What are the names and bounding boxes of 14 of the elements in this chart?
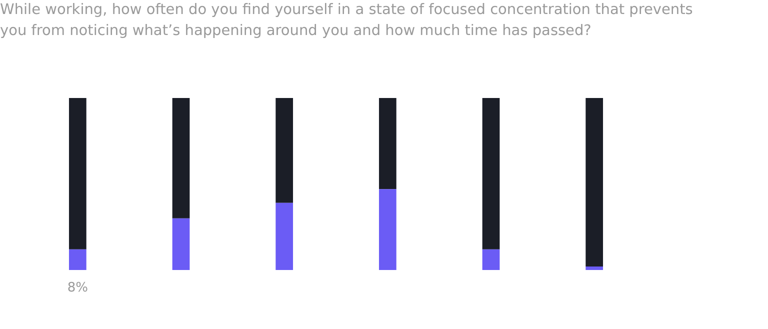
bar [172, 98, 190, 218]
bar [172, 218, 190, 270]
bar [378, 189, 396, 270]
bar [68, 98, 86, 250]
bar [482, 249, 500, 270]
bar [276, 202, 294, 270]
chart-title: While working, how often do you find yourself in a state of focused concentration that prevents you from noticing what’s happening around you and how much time has passed? [0, 1, 694, 41]
bar [482, 98, 500, 250]
bar [68, 249, 86, 270]
bar [586, 98, 604, 267]
bar [586, 266, 604, 270]
text: 8% [67, 280, 88, 296]
bar [276, 98, 294, 203]
bar [378, 98, 396, 190]
